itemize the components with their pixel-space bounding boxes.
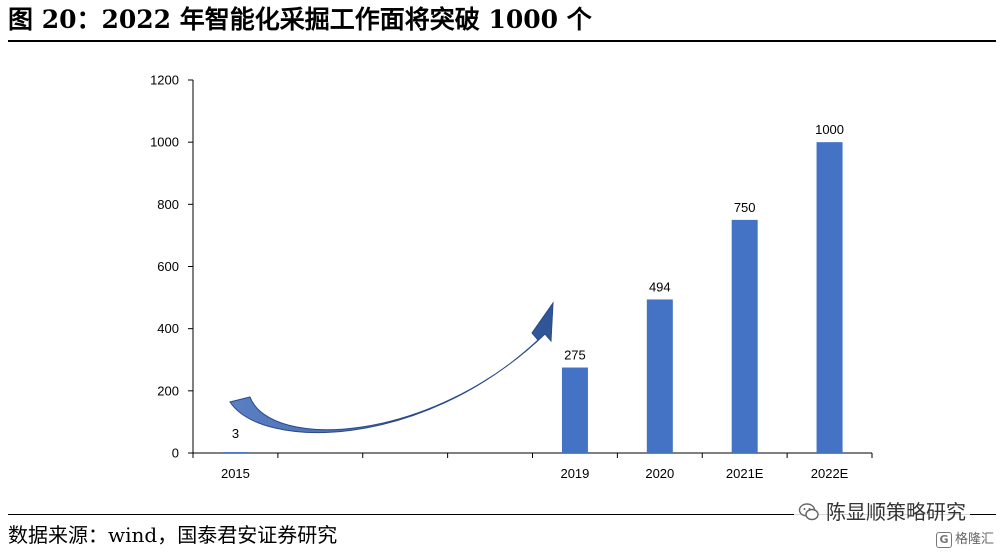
y-tick-label: 200 (157, 383, 179, 398)
x-tick-label: 2020 (645, 466, 674, 481)
source-rule (8, 514, 996, 515)
y-tick-label: 1000 (150, 135, 179, 150)
logo-mark-icon: G (935, 532, 952, 548)
y-tick-label: 800 (157, 197, 179, 212)
x-tick-label: 2015 (221, 466, 250, 481)
trend-arrow-icon (229, 301, 554, 434)
wechat-icon (798, 503, 819, 521)
y-tick-label: 1200 (150, 73, 179, 88)
source-note: 数据来源：wind，国泰君安证券研究 (8, 523, 338, 547)
bar-2015 (222, 452, 249, 453)
y-tick-label: 600 (157, 259, 179, 274)
bar-2021E (731, 219, 758, 453)
data-label-2020: 494 (649, 279, 671, 294)
data-label-2022E: 1000 (815, 122, 844, 137)
y-tick-label: 0 (172, 446, 179, 461)
data-label-2015: 3 (232, 426, 239, 441)
watermark-text: 陈显顺策略研究 (826, 500, 966, 524)
bar-2020 (646, 299, 673, 453)
watermark: 陈显顺策略研究 (794, 497, 970, 527)
site-logo: G 格隆汇 (935, 530, 994, 550)
data-label-2019: 275 (564, 348, 586, 363)
logo-text: 格隆汇 (954, 532, 994, 547)
figure-title: 图 20：2022 年智能化采掘工作面将突破 1000 个 (8, 5, 592, 34)
y-tick-label: 400 (157, 321, 179, 336)
bar-2019 (561, 367, 588, 453)
x-tick-label: 2022E (811, 466, 849, 481)
title-rule (8, 40, 996, 42)
data-label-2021E: 750 (734, 200, 756, 215)
x-tick-label: 2021E (726, 466, 764, 481)
x-tick-label: 2019 (560, 466, 589, 481)
bar-2022E (816, 142, 843, 453)
